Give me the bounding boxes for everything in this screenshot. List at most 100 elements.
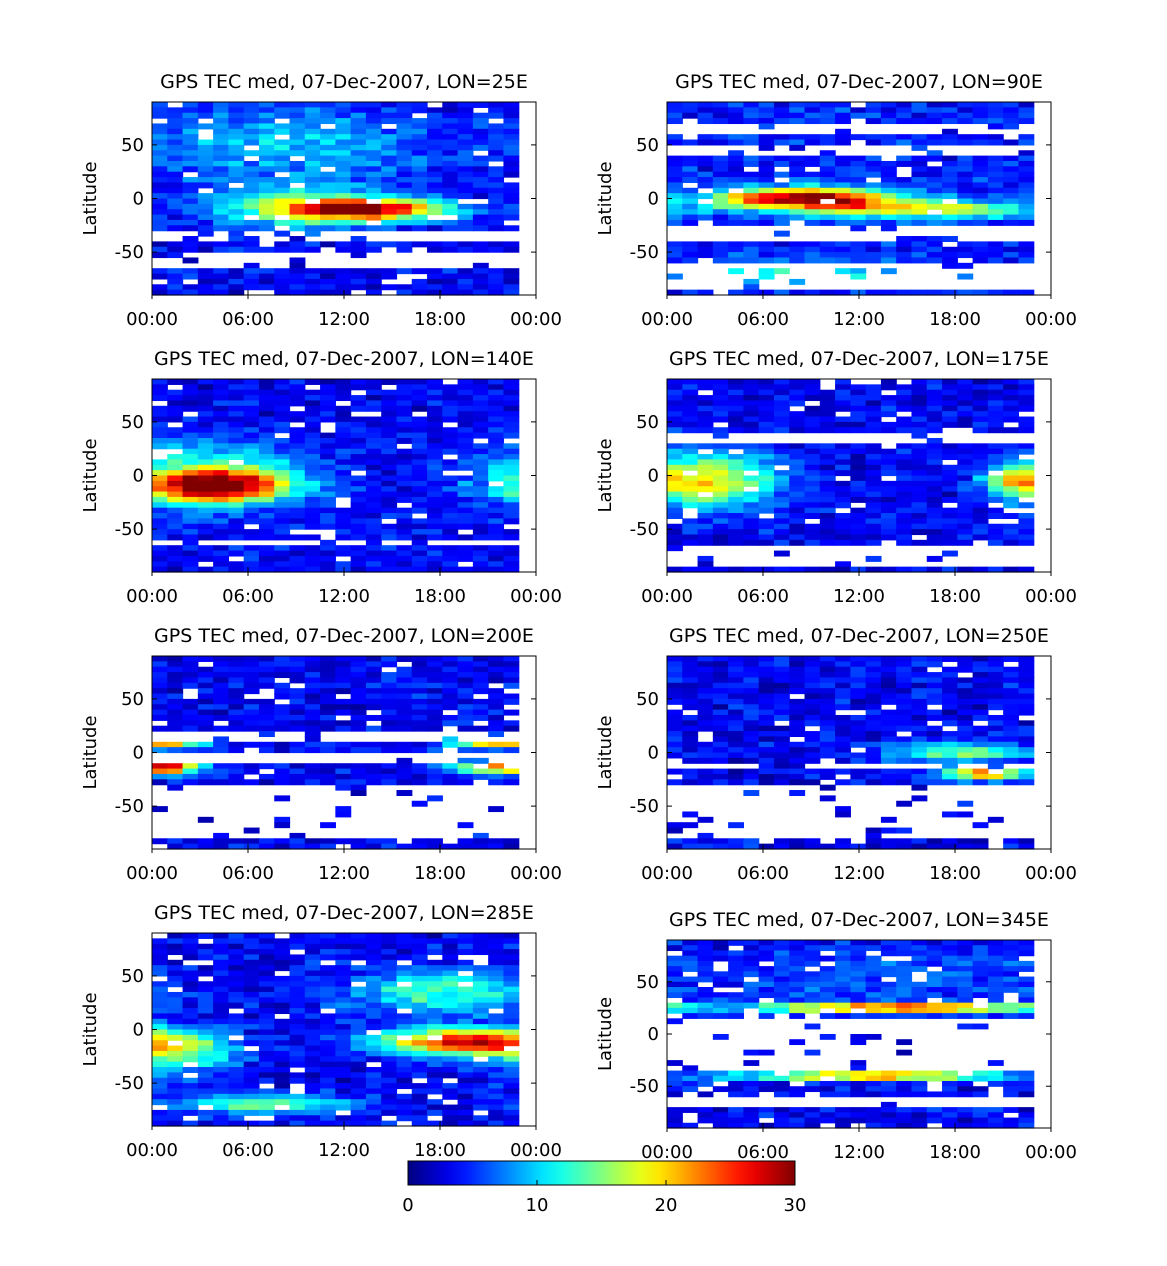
heatmap-cell <box>972 400 989 407</box>
heatmap-cell <box>243 182 260 189</box>
heatmap-cell <box>427 965 443 972</box>
heatmap-cell <box>712 838 729 845</box>
heatmap-cell <box>712 496 729 503</box>
heatmap-cell <box>758 720 775 727</box>
heatmap-cell <box>427 379 443 385</box>
heatmap-cell <box>911 203 928 210</box>
heatmap-cell <box>804 747 821 754</box>
heatmap-cell <box>365 1067 382 1073</box>
heatmap-cell <box>488 529 505 536</box>
heatmap-cell <box>804 241 821 248</box>
heatmap-cell <box>457 949 474 956</box>
heatmap-cell <box>712 416 729 423</box>
heatmap-cell <box>667 427 683 434</box>
heatmap-cell <box>957 486 974 493</box>
heatmap-cell <box>320 1056 336 1063</box>
heatmap-cell <box>682 523 699 530</box>
heatmap-cell <box>773 475 790 482</box>
heatmap-cell <box>503 1115 520 1122</box>
heatmap-cell <box>167 843 184 850</box>
heatmap-cell <box>427 219 443 226</box>
heatmap-cell <box>350 155 367 162</box>
heatmap-cell <box>365 246 382 253</box>
heatmap-cell <box>396 949 413 956</box>
heatmap-cell <box>957 714 974 721</box>
heatmap-cell <box>697 139 714 146</box>
heatmap-cell <box>258 1104 275 1111</box>
heatmap-cell <box>396 400 413 407</box>
heatmap-cell <box>197 123 214 130</box>
heatmap-cell <box>152 139 168 146</box>
heatmap-cell <box>667 940 683 946</box>
heatmap-cell <box>758 144 775 151</box>
heatmap-cell <box>304 1018 321 1025</box>
heatmap-cell <box>152 289 168 296</box>
heatmap-cell <box>911 720 928 727</box>
heatmap-cell <box>819 741 836 748</box>
heatmap-cell <box>728 486 744 493</box>
heatmap-cell <box>896 518 913 525</box>
heatmap-cell <box>488 1104 505 1111</box>
heatmap-cell <box>442 241 459 248</box>
heatmap-cell <box>880 720 897 727</box>
heatmap-cell <box>396 177 413 184</box>
heatmap-cell <box>152 1088 168 1095</box>
heatmap-cell <box>442 118 459 125</box>
heatmap-cell <box>350 166 367 173</box>
heatmap-cell <box>228 688 245 695</box>
heatmap-cell <box>411 1040 428 1047</box>
y-tick-label: 50 <box>121 966 144 987</box>
heatmap-cell <box>274 284 291 291</box>
heatmap-cell <box>304 656 321 662</box>
heatmap-cell <box>335 768 352 775</box>
heatmap-cell <box>350 545 367 552</box>
heatmap-cell <box>880 480 897 487</box>
heatmap-cell <box>773 395 790 402</box>
heatmap-cell <box>972 198 989 205</box>
heatmap-cell <box>819 395 836 402</box>
heatmap-cell <box>819 534 836 541</box>
heatmap-cell <box>926 698 943 705</box>
heatmap-cell <box>335 534 352 541</box>
heatmap-cell <box>381 991 398 998</box>
heatmap-cell <box>213 1083 229 1090</box>
heatmap-cell <box>957 773 974 780</box>
heatmap-cell <box>320 1109 336 1116</box>
heatmap-cell <box>926 843 943 850</box>
heatmap-cell <box>197 1088 214 1095</box>
heatmap-cell <box>758 134 775 141</box>
heatmap-cell <box>427 714 443 721</box>
heatmap-cell <box>243 112 260 119</box>
heatmap-cell <box>758 177 775 184</box>
heatmap-cell <box>304 714 321 721</box>
heatmap-cell <box>682 214 699 221</box>
heatmap-cell <box>728 704 744 711</box>
heatmap-cell <box>197 555 214 562</box>
heatmap-cell <box>197 496 214 503</box>
heatmap-cell <box>350 949 367 956</box>
heatmap-cell <box>488 400 505 407</box>
heatmap-cell <box>850 741 867 748</box>
heatmap-cell <box>472 550 489 557</box>
heatmap-cell <box>728 502 744 509</box>
heatmap-cell <box>228 975 245 982</box>
heatmap-cell <box>697 940 714 946</box>
heatmap-cell <box>197 470 214 477</box>
heatmap-cell <box>457 1050 474 1057</box>
heatmap-cell <box>457 1093 474 1100</box>
heatmap-cell <box>152 416 168 423</box>
heatmap-cell <box>167 1083 184 1090</box>
heatmap-cell <box>972 160 989 167</box>
heatmap-cell <box>411 448 428 455</box>
heatmap-cell <box>243 1093 260 1100</box>
heatmap-cell <box>865 566 882 573</box>
heatmap-cell <box>789 203 806 210</box>
heatmap-cell <box>896 741 913 748</box>
heatmap-cell <box>381 949 398 956</box>
heatmap-cell <box>1018 150 1035 157</box>
heatmap-cell <box>335 747 352 754</box>
heatmap-cell <box>942 720 958 727</box>
heatmap-cell <box>213 991 229 998</box>
heatmap-cell <box>880 816 897 823</box>
heatmap-cell <box>213 144 229 151</box>
